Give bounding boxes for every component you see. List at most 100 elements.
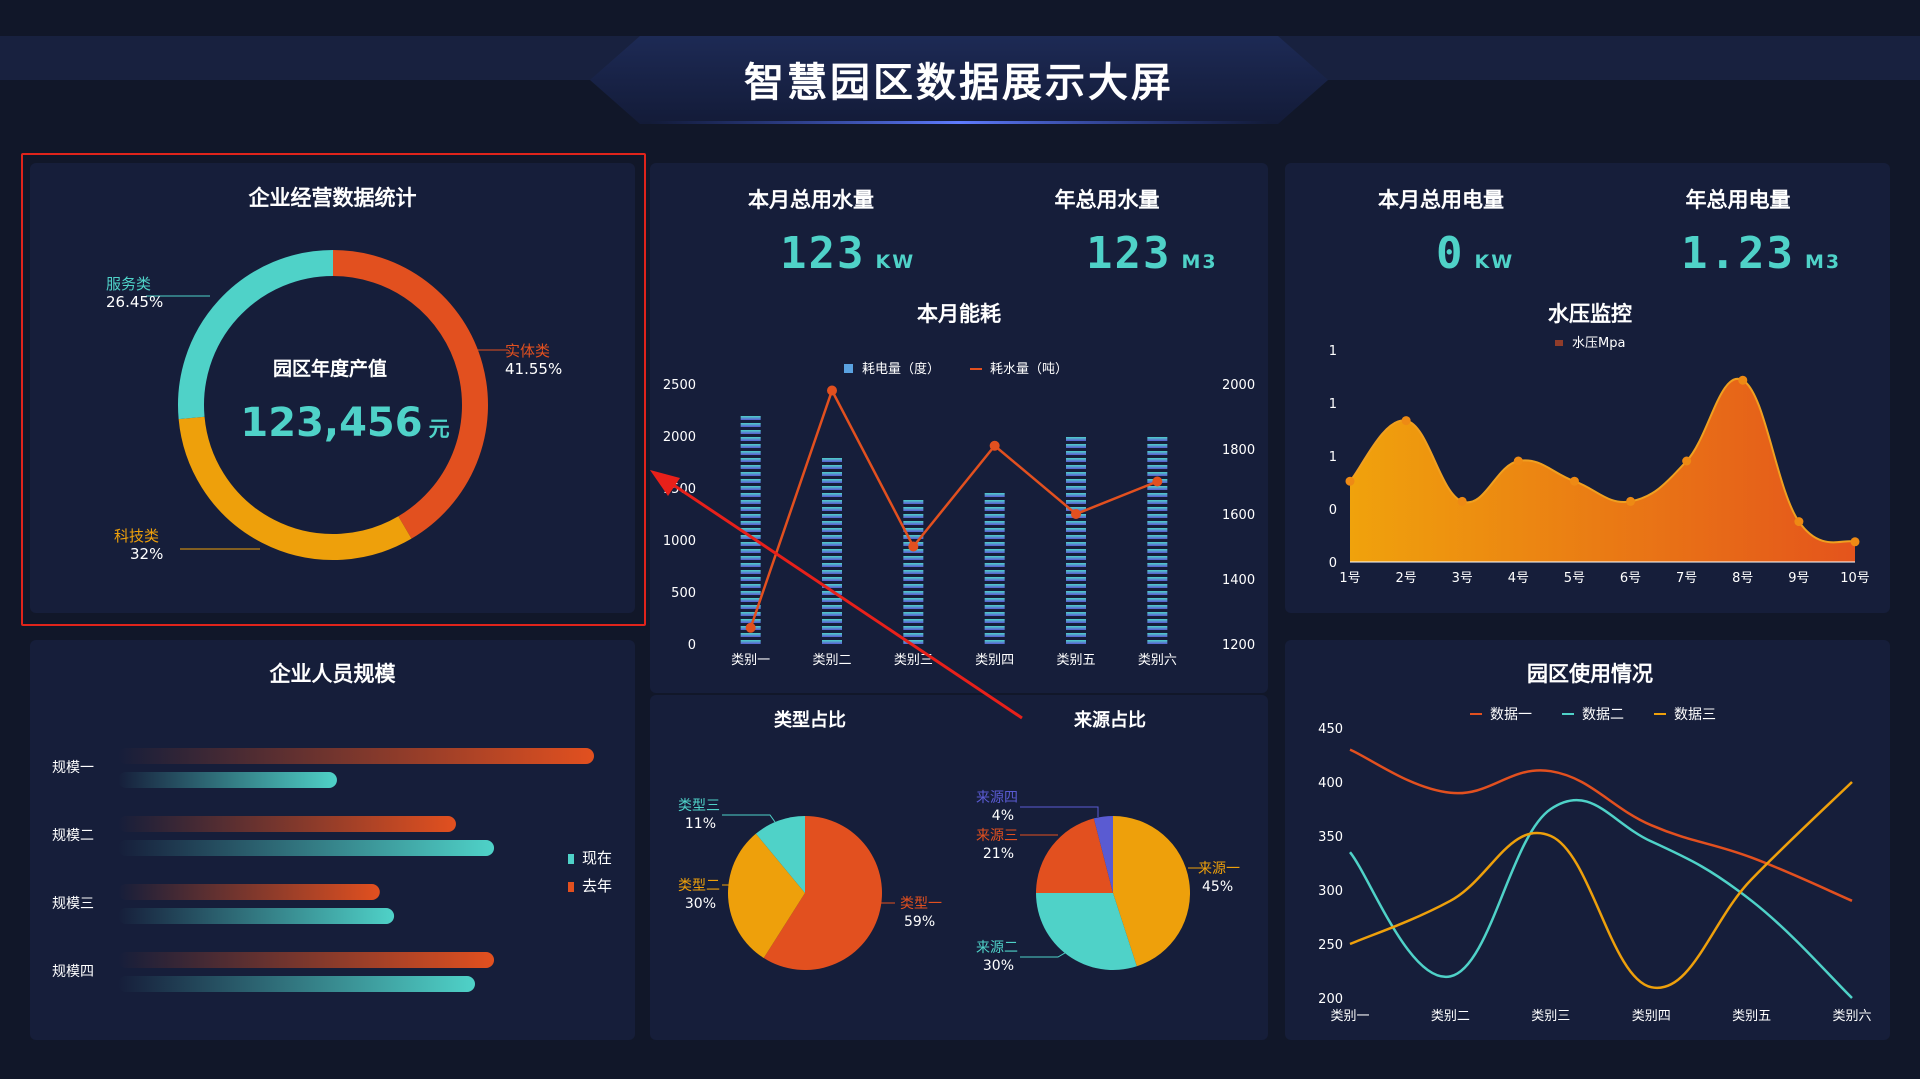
pressure-x-label-6: 7号 xyxy=(1676,571,1697,586)
energy-bar-segment xyxy=(740,451,761,455)
energy-bar-segment xyxy=(984,535,1005,539)
usage-x-label-4: 类别五 xyxy=(1732,1009,1771,1024)
source-pie-slice-label-2: 21% xyxy=(983,846,1014,862)
energy-x-label-1: 类别二 xyxy=(812,653,851,668)
electric-year-label: 年总用电量 xyxy=(1685,188,1791,212)
energy-bar-segment xyxy=(1066,612,1086,616)
energy-bar-segment xyxy=(1147,598,1168,602)
legend-swatch-last xyxy=(568,881,574,892)
energy-bar-segment xyxy=(984,605,1005,609)
energy-bar-segment xyxy=(822,507,842,511)
energy-bar-segment xyxy=(822,514,842,518)
energy-bar-segment xyxy=(984,507,1005,511)
legend-swatch-now xyxy=(568,853,574,864)
staff-row-label-0: 规模一 xyxy=(52,760,94,776)
energy-bar-segment xyxy=(903,514,924,518)
segment-name-entity: 实体类 xyxy=(505,342,551,360)
energy-bar-segment xyxy=(740,591,761,595)
water-month-number: 123 xyxy=(780,228,866,279)
energy-bar-segment xyxy=(903,619,924,623)
energy-bar-1 xyxy=(822,458,842,644)
source-pie-leader-3 xyxy=(1020,806,1099,817)
staff-row-label-3: 规模四 xyxy=(52,964,94,980)
energy-yright-tick-1: 1400 xyxy=(1222,573,1255,588)
segment-percent-tech: 32% xyxy=(130,545,164,563)
energy-bar-segment xyxy=(740,472,761,476)
energy-bar-segment xyxy=(822,458,842,462)
energy-x-label-5: 类别六 xyxy=(1138,653,1177,668)
usage-chart: 数据一 数据二 数据三 200 250 300 350 400 450 类别一 类别二 类别三 类别四 类… xyxy=(1318,707,1871,1024)
energy-bar-segment xyxy=(1147,619,1168,623)
usage-title: 园区使用情况 xyxy=(1527,662,1653,686)
arrow-shaft xyxy=(659,474,1023,720)
pressure-legend-text: 水压Mpa xyxy=(1572,336,1625,351)
energy-x-label-0: 类别一 xyxy=(731,653,770,668)
source-pie-leader-1 xyxy=(1020,949,1071,958)
type-pie-slice-name-0: 类型一 xyxy=(900,896,942,912)
energy-yright-tick-2: 1600 xyxy=(1222,508,1255,523)
electric-month-unit: KW xyxy=(1474,251,1515,273)
water-month-unit: KW xyxy=(875,251,916,273)
energy-bar-segment xyxy=(1066,584,1086,588)
pressure-point-9 xyxy=(1850,537,1860,547)
energy-bar-segment xyxy=(984,619,1005,623)
energy-bar-segment xyxy=(740,486,761,490)
source-pie-slice-label-3: 4% xyxy=(992,808,1014,824)
energy-bar-segment xyxy=(740,605,761,609)
energy-bar-segment xyxy=(1147,500,1168,504)
page-title: 智慧园区数据展示大屏 xyxy=(744,60,1174,106)
energy-bar-segment xyxy=(1147,437,1168,441)
energy-bar-3 xyxy=(984,493,1005,644)
energy-bar-segment xyxy=(740,521,761,525)
header-title-banner: 智慧园区数据展示大屏 xyxy=(590,36,1328,124)
energy-bar-segment xyxy=(1147,570,1168,574)
energy-bar-segment xyxy=(984,584,1005,588)
title-banner-shape xyxy=(590,36,1328,124)
energy-bar-segment xyxy=(984,528,1005,532)
energy-yleft-tick-2: 1000 xyxy=(663,534,696,549)
pressure-point-1 xyxy=(1401,416,1411,426)
energy-bar-segment xyxy=(822,472,842,476)
energy-bar-segment xyxy=(1066,549,1086,553)
energy-bar-segment xyxy=(740,430,761,434)
energy-bar-segment xyxy=(822,535,842,539)
energy-bar-segment xyxy=(740,612,761,616)
energy-bar-segment xyxy=(822,528,842,532)
pressure-y-tick-3: 1 xyxy=(1329,397,1337,412)
energy-x-label-4: 类别五 xyxy=(1056,653,1095,668)
energy-bar-segment xyxy=(1066,528,1086,532)
energy-bar-segment xyxy=(822,486,842,490)
usage-y-tick-5: 450 xyxy=(1318,722,1343,737)
pressure-title: 水压监控 xyxy=(1548,302,1632,326)
staff-bar-last-1 xyxy=(118,816,456,832)
energy-bar-segment xyxy=(1147,584,1168,588)
energy-bar-segment xyxy=(1066,570,1086,574)
energy-line-point-4 xyxy=(1071,509,1081,519)
energy-bar-segment xyxy=(1066,437,1086,441)
energy-bar-segment xyxy=(984,514,1005,518)
energy-x-label-3: 类别四 xyxy=(975,653,1014,668)
energy-bar-segment xyxy=(984,570,1005,574)
source-pie-slice-0 xyxy=(1113,816,1190,967)
usage-legend-text-0: 数据一 xyxy=(1490,707,1532,723)
energy-bar-segment xyxy=(1147,542,1168,546)
donut-center-value: 123,456 元 xyxy=(200,400,490,446)
usage-x-label-0: 类别一 xyxy=(1330,1009,1369,1024)
energy-yright-tick-4: 2000 xyxy=(1222,378,1255,393)
pressure-y-tick-4: 1 xyxy=(1329,344,1337,359)
source-pie-slice-3 xyxy=(1093,816,1113,893)
energy-bar-segment xyxy=(740,465,761,469)
energy-yright-tick-0: 1200 xyxy=(1222,638,1255,653)
energy-bar-segment xyxy=(1147,486,1168,490)
energy-bar-segment xyxy=(1147,458,1168,462)
pressure-point-5 xyxy=(1626,496,1636,506)
source-pie-slice-label-0: 45% xyxy=(1202,879,1233,895)
usage-x-label-5: 类别六 xyxy=(1832,1009,1871,1024)
energy-bar-segment xyxy=(903,591,924,595)
energy-bar-segment xyxy=(1147,514,1168,518)
pressure-x-label-2: 3号 xyxy=(1452,571,1473,586)
usage-panel xyxy=(1285,640,1890,1040)
energy-yright-tick-3: 1800 xyxy=(1222,443,1255,458)
energy-bar-segment xyxy=(1066,619,1086,623)
energy-bar-segment xyxy=(984,521,1005,525)
